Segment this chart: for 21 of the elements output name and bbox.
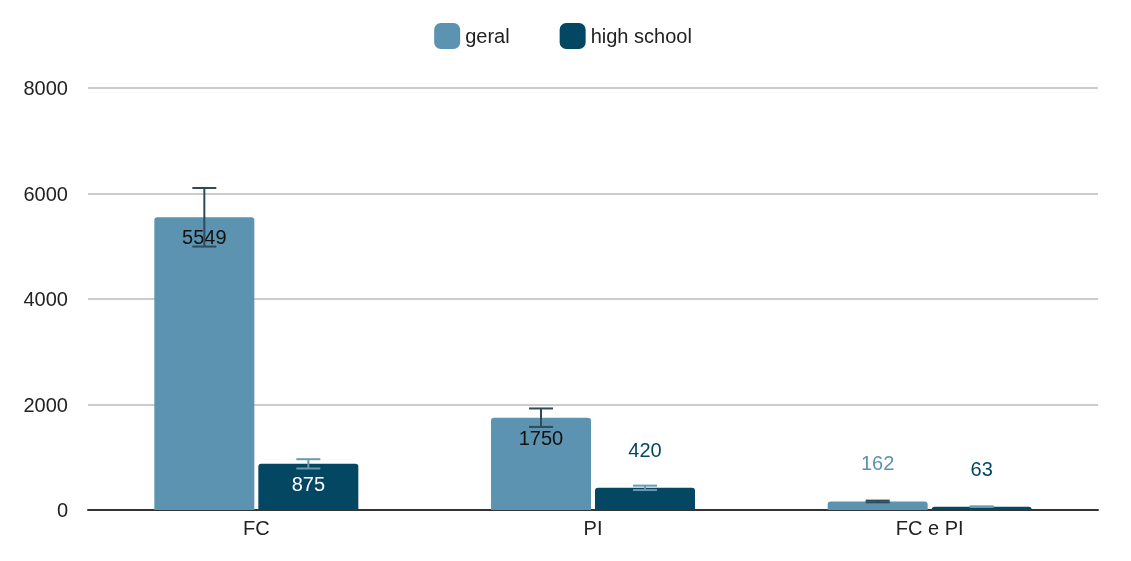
bar — [491, 417, 591, 510]
data-label: 162 — [860, 452, 895, 475]
legend-label: high school — [590, 25, 692, 47]
bar — [258, 463, 359, 510]
y-tick-label: 4000 — [23, 288, 68, 310]
data-label: 63 — [970, 457, 993, 480]
legend-label: geral — [465, 25, 510, 47]
bar — [154, 217, 255, 510]
bar — [595, 487, 695, 510]
data-label: 420 — [628, 438, 662, 461]
data-label: 1750 — [518, 426, 564, 449]
bar — [827, 501, 928, 510]
x-tick-label: FC e PI — [895, 517, 964, 539]
y-tick-label: 0 — [56, 499, 68, 521]
data-label: 5549 — [182, 226, 227, 249]
y-tick-label: 6000 — [23, 182, 68, 205]
y-tick-label: 2000 — [23, 393, 68, 416]
data-label: 875 — [291, 472, 326, 495]
x-tick-label: PI — [583, 517, 603, 539]
x-tick-label: FC — [243, 517, 270, 539]
y-tick-label: 8000 — [23, 77, 68, 99]
